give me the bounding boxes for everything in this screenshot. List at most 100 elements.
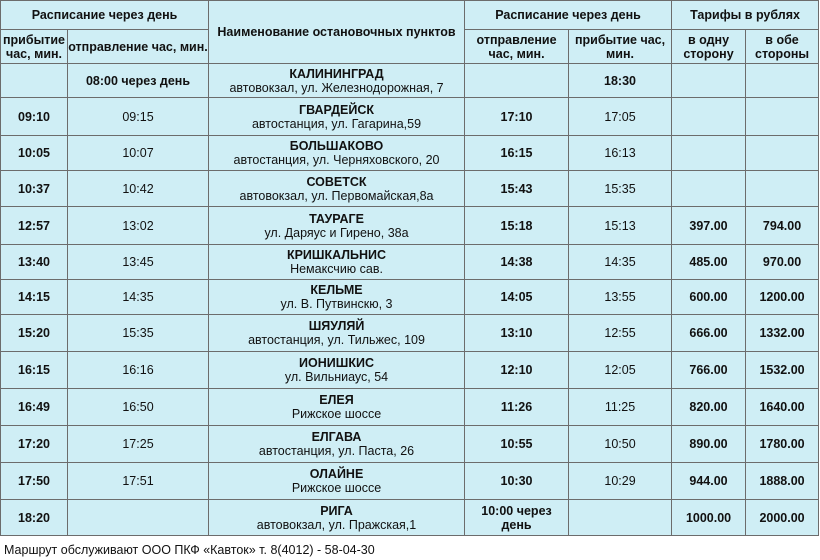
table-row: 12:57 13:02 ТАУРАГЕ ул. Даряус и Гирено, 38… [0, 206, 820, 245]
arrival-right-cell: 12:55 [568, 314, 673, 352]
header-schedule-right: Расписание через день [464, 0, 673, 30]
stop-address: автовокзал, ул. Первомайская,8а [239, 188, 434, 203]
stop-cell: КАЛИНИНГРАД автовокзал, ул. Железнодорожн… [208, 63, 466, 98]
table-row: 17:50 17:51 ОЛАЙНЕ Рижское шоссе 10:30 10:29 9… [0, 462, 820, 500]
departure-right-cell: 16:15 [464, 135, 570, 171]
tariff-one-way-cell [671, 170, 747, 207]
stop-cell: ТАУРАГЕ ул. Даряус и Гирено, 38а [208, 206, 466, 245]
tariff-both-ways-cell: 1332.00 [745, 314, 820, 352]
tariff-one-way-cell: 1000.00 [671, 499, 747, 536]
departure-right-cell: 17:10 [464, 97, 570, 136]
arrival-right-cell: 10:50 [568, 425, 673, 463]
table-row: 13:40 13:45 КРИШКАЛЬНИС Немаксчию сав. 14:38… [0, 244, 820, 280]
tariff-one-way-cell: 890.00 [671, 425, 747, 463]
arrival-left-cell: 09:10 [0, 97, 68, 136]
table-row: 15:20 15:35 ШЯУЛЯЙ автостанция, ул. Тильжес… [0, 314, 820, 352]
header-stops: Наименование остановочных пунктов [208, 0, 466, 64]
departure-right-cell: 10:30 [464, 462, 570, 500]
stop-address: ул. В. Путвинскю, 3 [280, 297, 393, 311]
stop-cell: ОЛАЙНЕ Рижское шоссе [208, 462, 466, 500]
arrival-left-cell [0, 63, 68, 98]
arrival-right-cell: 11:25 [568, 388, 673, 426]
departure-left-cell: 09:15 [66, 97, 210, 136]
departure-right-cell: 11:26 [464, 388, 570, 426]
stop-cell: ИОНИШКИС ул. Вильниаус, 54 [208, 351, 466, 389]
stop-name: РИГА [320, 503, 353, 518]
stop-address: Рижское шоссе [291, 407, 382, 421]
tariff-both-ways-cell: 970.00 [745, 244, 820, 280]
table-row: 16:15 16:16 ИОНИШКИС ул. Вильниаус, 54 12:10… [0, 351, 820, 389]
table-row: 18:20 РИГА автовокзал, ул. Пражская,1 10:00… [0, 499, 820, 536]
tariff-one-way-cell: 666.00 [671, 314, 747, 352]
stop-address: автостанция, ул. Гагарина,59 [251, 116, 422, 131]
stop-name: КЕЛЬМЕ [310, 283, 363, 297]
stop-address: ул. Даряус и Гирено, 38а [264, 225, 409, 240]
schedule-rows: 08:00 через день КАЛИНИНГРАД автовокзал, у… [0, 63, 820, 536]
table-row: 17:20 17:25 ЕЛГАВА автостанция, ул. Паста, … [0, 425, 820, 463]
header-left-departure: отправление час, мин. [66, 29, 210, 64]
departure-right-cell: 10:55 [464, 425, 570, 463]
arrival-right-cell: 12:05 [568, 351, 673, 389]
arrival-left-cell: 15:20 [0, 314, 68, 352]
arrival-right-cell: 15:13 [568, 206, 673, 245]
footer-note: Маршрут обслуживают ООО ПКФ «Кавток» т. … [4, 543, 375, 557]
arrival-left-cell: 13:40 [0, 244, 68, 280]
header-right-departure: отправление час, мин. [464, 29, 570, 64]
tariff-both-ways-cell: 794.00 [745, 206, 820, 245]
departure-right-cell: 14:05 [464, 279, 570, 315]
stop-cell: СОВЕТСК автовокзал, ул. Первомайская,8а [208, 170, 466, 207]
tariff-one-way-cell [671, 135, 747, 171]
header-left-arrival: прибытие час, мин. [0, 29, 68, 64]
stop-address: Немаксчию сав. [290, 262, 383, 276]
stop-cell: РИГА автовокзал, ул. Пражская,1 [208, 499, 466, 536]
header-tariffs: Тарифы в рублях [671, 0, 820, 30]
tariff-both-ways-cell [745, 170, 820, 207]
stop-name: ГВАРДЕЙСК [299, 102, 374, 117]
departure-right-cell: 15:18 [464, 206, 570, 245]
tariff-one-way-cell [671, 63, 747, 98]
table-row: 10:37 10:42 СОВЕТСК автовокзал, ул. Первома… [0, 170, 820, 207]
stop-name: ЕЛГАВА [311, 430, 362, 444]
stop-address: автостанция, ул. Черняховского, 20 [233, 153, 440, 167]
stop-cell: КЕЛЬМЕ ул. В. Путвинскю, 3 [208, 279, 466, 315]
arrival-left-cell: 17:50 [0, 462, 68, 500]
stop-cell: ГВАРДЕЙСК автостанция, ул. Гагарина,59 [208, 97, 466, 136]
stop-address: автостанция, ул. Паста, 26 [258, 444, 415, 458]
arrival-left-cell: 14:15 [0, 279, 68, 315]
tariff-both-ways-cell [745, 63, 820, 98]
stop-cell: ШЯУЛЯЙ автостанция, ул. Тильжес, 109 [208, 314, 466, 352]
departure-left-cell: 16:50 [66, 388, 210, 426]
departure-left-cell: 17:51 [66, 462, 210, 500]
stop-name: КРИШКАЛЬНИС [286, 248, 387, 262]
departure-right-cell: 15:43 [464, 170, 570, 207]
tariff-both-ways-cell: 2000.00 [745, 499, 820, 536]
stop-name: ЕЛЕЯ [319, 393, 354, 407]
table-row: 08:00 через день КАЛИНИНГРАД автовокзал, у… [0, 63, 820, 98]
departure-left-cell [66, 499, 210, 536]
arrival-left-cell: 18:20 [0, 499, 68, 536]
header-one-way: в одну сторону [671, 29, 747, 64]
departure-left-cell: 15:35 [66, 314, 210, 352]
stop-name: ИОНИШКИС [299, 356, 374, 370]
departure-right-cell: 12:10 [464, 351, 570, 389]
stop-name: БОЛЬШАКОВО [289, 139, 384, 153]
departure-left-cell: 08:00 через день [66, 63, 210, 98]
stop-address: автовокзал, ул. Пражская,1 [256, 517, 417, 532]
tariff-both-ways-cell: 1888.00 [745, 462, 820, 500]
tariff-one-way-cell [671, 97, 747, 136]
stop-name: СОВЕТСК [306, 174, 367, 189]
departure-left-cell: 13:45 [66, 244, 210, 280]
header-right-arrival: прибытие час, мин. [568, 29, 673, 64]
stop-name: ШЯУЛЯЙ [308, 319, 365, 333]
schedule-table: Расписание через день Наименование остан… [0, 0, 820, 536]
table-row: 16:49 16:50 ЕЛЕЯ Рижское шоссе 11:26 11:25 820… [0, 388, 820, 426]
tariff-both-ways-cell: 1780.00 [745, 425, 820, 463]
arrival-left-cell: 12:57 [0, 206, 68, 245]
tariff-one-way-cell: 820.00 [671, 388, 747, 426]
arrival-left-cell: 16:15 [0, 351, 68, 389]
arrival-left-cell: 17:20 [0, 425, 68, 463]
table-row: 09:10 09:15 ГВАРДЕЙСК автостанция, ул. Гага… [0, 97, 820, 136]
stop-cell: ЕЛГАВА автостанция, ул. Паста, 26 [208, 425, 466, 463]
arrival-right-cell: 16:13 [568, 135, 673, 171]
departure-right-cell: 10:00 через день [464, 499, 570, 536]
